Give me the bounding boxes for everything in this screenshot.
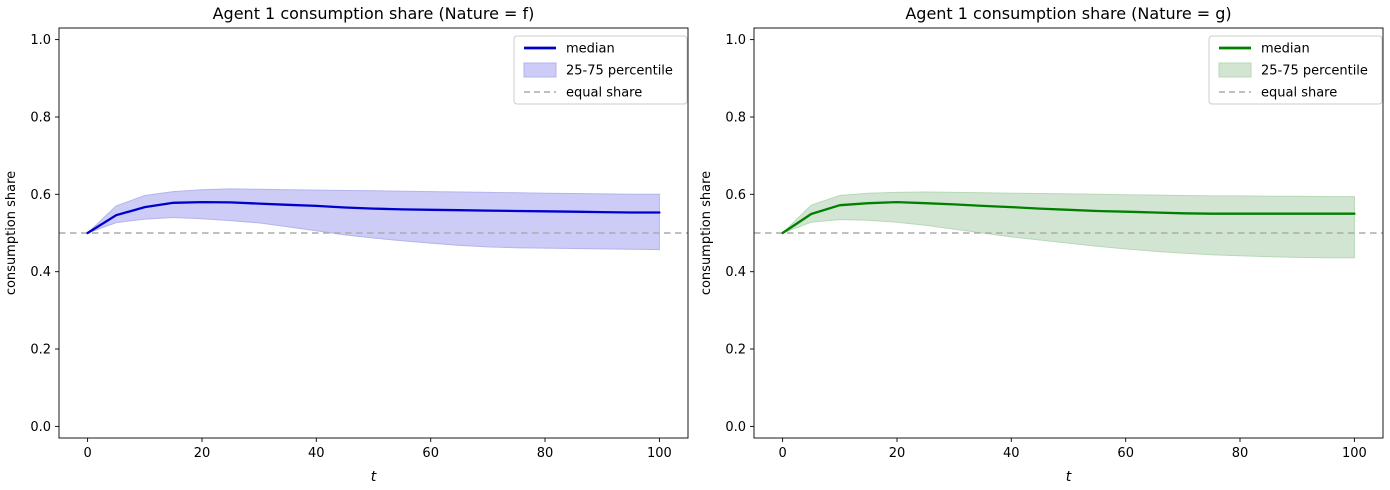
x-tick-label: 60	[422, 446, 439, 461]
y-tick-label: 0.8	[725, 111, 746, 126]
x-tick-label: 20	[889, 446, 906, 461]
legend-box	[513, 35, 688, 105]
legend-label: median	[566, 42, 615, 57]
chart-title: Agent 1 consumption share (Nature = g)	[905, 4, 1231, 23]
legend-label: 25-75 percentile	[1261, 64, 1368, 79]
x-tick-label: 60	[1117, 446, 1134, 461]
y-tick-label: 1.0	[725, 33, 746, 48]
x-tick-label: 0	[778, 446, 786, 461]
y-axis-label: consumption share	[4, 171, 19, 295]
y-tick-label: 0.0	[30, 420, 51, 435]
y-tick-label: 0.6	[30, 188, 51, 203]
percentile-band	[87, 188, 660, 251]
y-tick-label: 0.2	[30, 343, 51, 358]
chart-panel-nature-g: 0 20 40 60 80 100 0.0 0.2 0.4 0.6 0.8 1.0 Agent 1 co…	[695, 0, 1390, 490]
legend-label: equal share	[566, 86, 642, 101]
percentile-band	[782, 191, 1355, 259]
chart-panel-nature-f: 0 20 40 60 80 100 0.0 0.2 0.4 0.6 0.8 1.0 Agent 1 co…	[4, 4, 689, 485]
chart-svg: 0 20 40 60 80 100 0.0 0.2 0.4 0.6 0.8 1.0 Agent 1 co…	[4, 4, 689, 485]
y-tick-label: 0.2	[725, 343, 746, 358]
median-line	[781, 200, 1356, 235]
x-axis-label: t	[371, 469, 377, 485]
legend-percentile-sample	[1218, 62, 1252, 78]
y-tick-label: 1.0	[30, 33, 51, 48]
legend-label: median	[1261, 42, 1310, 57]
y-tick-label: 0.4	[725, 265, 746, 280]
x-tick-label: 80	[1232, 446, 1249, 461]
x-tick-label: 20	[194, 446, 211, 461]
y-tick-label: 0.6	[725, 188, 746, 203]
y-tick-label: 0.8	[30, 111, 51, 126]
y-axis-label: consumption share	[699, 171, 714, 295]
median-line	[86, 200, 661, 235]
x-tick-label: 40	[308, 446, 325, 461]
y-tick-label: 0.4	[30, 265, 51, 280]
chart-svg: 0 20 40 60 80 100 0.0 0.2 0.4 0.6 0.8 1.0 Agent 1 co…	[699, 4, 1384, 485]
x-tick-label: 100	[1342, 446, 1367, 461]
x-axis-label: t	[1066, 469, 1072, 485]
legend-box	[1208, 35, 1383, 105]
x-tick-label: 100	[647, 446, 672, 461]
axes-box	[753, 27, 1384, 439]
x-tick-label: 40	[1003, 446, 1020, 461]
y-tick-label: 0.0	[725, 420, 746, 435]
legend-label: 25-75 percentile	[566, 64, 673, 79]
legend-label: equal share	[1261, 86, 1337, 101]
x-tick-label: 0	[83, 446, 91, 461]
x-tick-label: 80	[537, 446, 554, 461]
legend-percentile-sample	[523, 62, 557, 78]
axes-box	[58, 27, 689, 439]
chart-title: Agent 1 consumption share (Nature = f)	[213, 4, 535, 23]
